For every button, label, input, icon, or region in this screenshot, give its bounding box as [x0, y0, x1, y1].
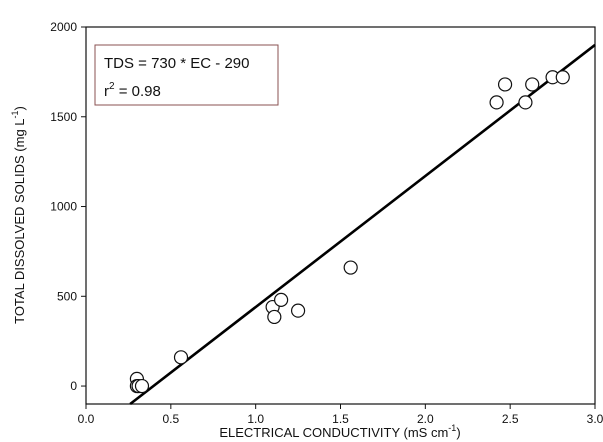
y-axis-ticks: 0 500 1000 1500 2000	[50, 20, 86, 393]
y-tick-label: 500	[57, 289, 77, 303]
regression-line	[129, 43, 596, 406]
data-point	[173, 350, 189, 365]
data-point	[497, 77, 513, 92]
data-point	[555, 70, 570, 85]
y-tick-label: 2000	[50, 20, 77, 34]
r-squared-value: = 0.98	[115, 83, 161, 100]
y-axis-label-superscript: -1	[10, 110, 20, 118]
y-axis-label-main: TOTAL DISSOLVED SOLIDS (mg L	[12, 118, 27, 323]
x-tick-label: 1.0	[247, 412, 264, 426]
x-tick-label: 1.5	[332, 412, 349, 426]
annotation-box: TDS = 730 * EC - 290 r2 = 0.98	[94, 44, 279, 106]
y-axis-label-close: )	[12, 106, 27, 110]
y-tick-label: 0	[70, 379, 77, 393]
data-point	[274, 292, 289, 307]
x-tick-label: 0.5	[162, 412, 179, 426]
data-point	[525, 77, 540, 92]
x-tick-label: 2.5	[502, 412, 519, 426]
x-tick-label: 2.0	[417, 412, 434, 426]
annotation-frame	[94, 44, 279, 106]
data-points	[129, 70, 570, 394]
data-point	[267, 309, 282, 325]
regression-equation: TDS = 730 * EC - 290	[104, 55, 250, 72]
r-squared-superscript: 2	[109, 81, 115, 92]
x-axis-label-main: ELECTRICAL CONDUCTIVITY (mS cm	[219, 425, 448, 440]
x-axis-label-superscript: -1	[448, 423, 456, 433]
data-point	[134, 378, 150, 394]
data-point	[518, 95, 533, 110]
x-tick-label: 3.0	[587, 412, 603, 426]
y-axis-label: TOTAL DISSOLVED SOLIDS (mg L-1)	[10, 106, 27, 324]
r-squared-prefix: r	[104, 83, 109, 100]
r-squared: r2 = 0.98	[104, 81, 161, 100]
x-axis-label: ELECTRICAL CONDUCTIVITY (mS cm-1)	[219, 423, 460, 440]
x-axis-label-close: )	[456, 425, 460, 440]
data-point	[489, 95, 504, 110]
regression-layer	[129, 43, 596, 406]
y-tick-label: 1000	[50, 200, 77, 214]
data-point	[290, 303, 306, 318]
y-tick-label: 1500	[50, 110, 77, 124]
data-point	[343, 260, 358, 275]
x-tick-label: 0.0	[78, 412, 95, 426]
x-axis-ticks: 0.0 0.5 1.0 1.5 2.0 2.5 3.0	[78, 404, 603, 426]
